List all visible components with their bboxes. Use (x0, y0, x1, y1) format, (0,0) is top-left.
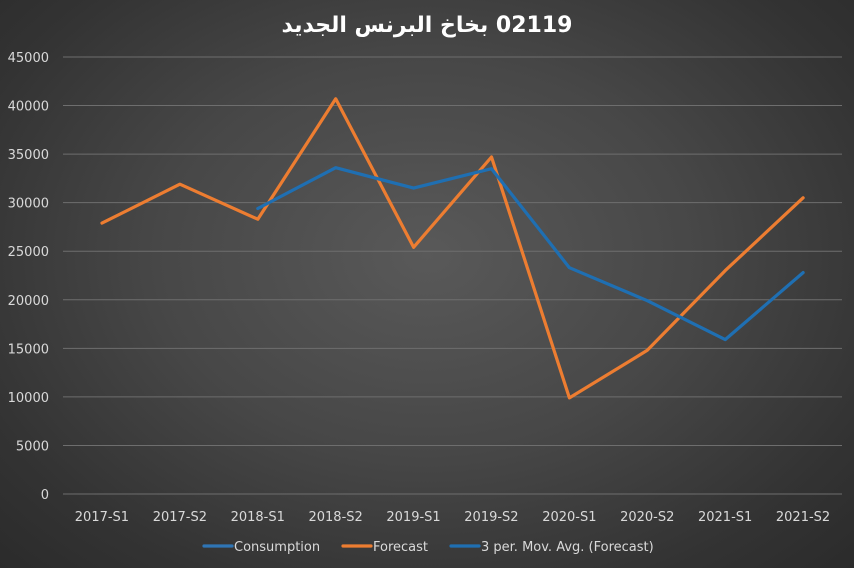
x-tick-label: 2017-S2 (153, 510, 207, 525)
y-tick-label: 20000 (8, 294, 49, 309)
legend-item-1: Forecast (341, 540, 428, 555)
legend-label: Forecast (373, 540, 428, 555)
x-tick-label: 2021-S1 (698, 510, 752, 525)
x-tick-label: 2019-S2 (464, 510, 518, 525)
x-axis: 2017-S1 2017-S2 2018-S1 2018-S2 2019-S1 2019-… (75, 510, 830, 525)
x-tick-label: 2021-S2 (776, 510, 830, 525)
x-tick-label: 2018-S2 (308, 510, 362, 525)
legend: Consumption Forecast 3 per. Mov. Avg. (For… (202, 540, 654, 555)
y-tick-label: 35000 (8, 148, 49, 163)
x-tick-label: 2018-S1 (231, 510, 285, 525)
series-line-2 (256, 166, 805, 342)
grid-lines (63, 56, 842, 495)
y-tick-label: 10000 (8, 391, 49, 406)
y-tick-label: 30000 (8, 197, 49, 212)
y-tick-label: 5000 (16, 439, 49, 454)
x-tick-label: 2020-S2 (620, 510, 674, 525)
legend-item-0: Consumption (202, 540, 320, 555)
x-tick-label: 2019-S1 (386, 510, 440, 525)
y-tick-label: 15000 (8, 342, 49, 357)
legend-item-2: 3 per. Mov. Avg. (Forecast) (449, 540, 654, 555)
y-axis: 0 5000 10000 15000 20000 25000 30000 35000 40000… (8, 51, 49, 503)
y-tick-label: 40000 (8, 100, 49, 115)
y-tick-label: 45000 (8, 51, 49, 66)
series-lines (100, 97, 805, 400)
x-tick-label: 2017-S1 (75, 510, 129, 525)
legend-label: 3 per. Mov. Avg. (Forecast) (481, 540, 654, 555)
chart-title: 02119 بخاخ البرنس الجديد (282, 13, 573, 38)
y-tick-label: 25000 (8, 245, 49, 260)
legend-label: Consumption (234, 540, 320, 555)
y-tick-label: 0 (41, 488, 49, 503)
x-tick-label: 2020-S1 (542, 510, 596, 525)
series-line-1 (100, 97, 805, 400)
